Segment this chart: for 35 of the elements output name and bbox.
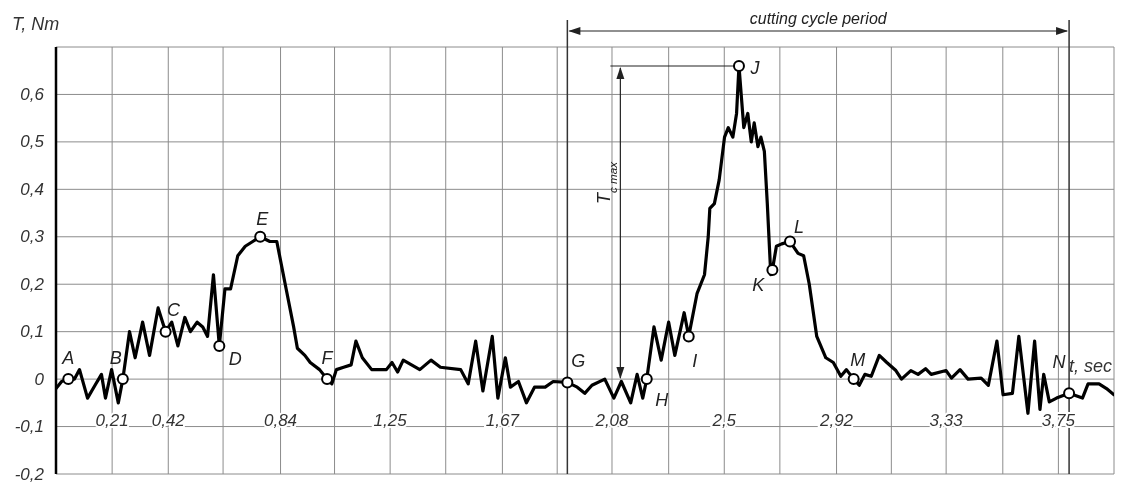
y-axis-title: T, Nm <box>12 14 60 34</box>
x-tick-label: 0,21 <box>95 410 129 430</box>
x-tick-label: 1,67 <box>485 410 520 430</box>
annotation: F <box>321 347 334 368</box>
y-tick-label: 0,1 <box>20 322 44 342</box>
annotation: E <box>256 209 270 230</box>
x-tick-label: 2,08 <box>594 410 630 430</box>
x-tick-label: 2,92 <box>818 410 854 430</box>
x-tick-label: 0,42 <box>151 410 186 430</box>
annotation: G <box>571 351 586 372</box>
annotation: H <box>655 389 670 410</box>
annotation: N <box>1052 352 1067 373</box>
annotation: C <box>167 300 182 321</box>
y-tick-label: -0,2 <box>14 464 45 484</box>
x-axis-title: t, sec <box>1068 355 1112 376</box>
annotation: K <box>752 274 766 295</box>
annotation: M <box>850 349 866 370</box>
x-tick-label: 2,5 <box>711 410 737 430</box>
annotation: B <box>109 347 122 368</box>
annotation: D <box>228 348 242 369</box>
y-tick-label: -0,1 <box>14 417 44 437</box>
y-tick-label: 0,2 <box>20 274 45 294</box>
y-tick-label: 0,4 <box>20 179 44 199</box>
text: cutting cycle period <box>749 9 888 27</box>
annotation: J <box>749 58 761 79</box>
x-tick-label: 1,25 <box>373 410 408 430</box>
x-tick-label: 3,33 <box>929 410 964 430</box>
y-tick-label: 0,6 <box>20 84 45 104</box>
annotation: I <box>692 351 698 372</box>
annotation: A <box>61 347 75 368</box>
y-tick-label: 0,5 <box>20 132 45 152</box>
x-tick-label: 0,84 <box>263 410 298 430</box>
y-tick-label: 0 <box>34 369 45 389</box>
annotation: L <box>794 216 805 237</box>
y-tick-label: 0,3 <box>20 227 45 247</box>
